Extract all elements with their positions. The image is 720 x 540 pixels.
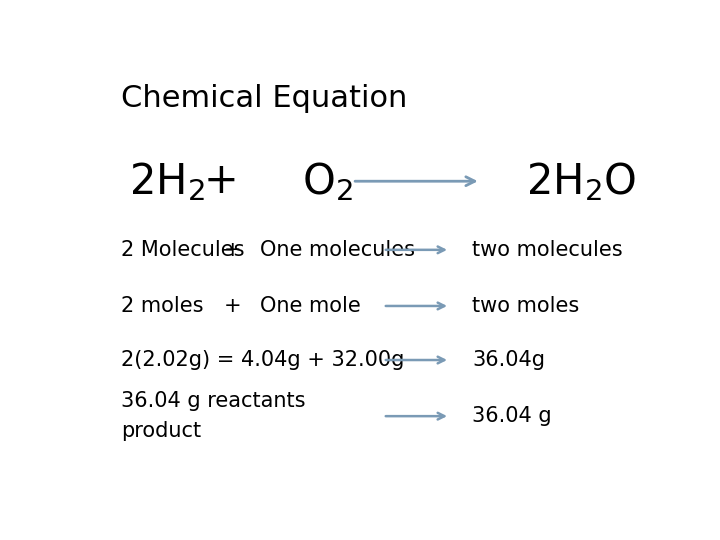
Text: 2 Molecules: 2 Molecules [121, 240, 244, 260]
Text: 2(2.02g) = 4.04g + 32.00g: 2(2.02g) = 4.04g + 32.00g [121, 350, 404, 370]
Text: two molecules: two molecules [472, 240, 623, 260]
Text: 36.04g: 36.04g [472, 350, 545, 370]
Text: +: + [223, 240, 241, 260]
Text: $\mathregular{2H_2O}$: $\mathregular{2H_2O}$ [526, 160, 636, 202]
Text: 2 moles: 2 moles [121, 296, 203, 316]
Text: 36.04 g reactants
product: 36.04 g reactants product [121, 392, 305, 441]
Text: $\mathregular{2H_2}$: $\mathregular{2H_2}$ [129, 160, 205, 202]
Text: $\mathregular{O_2}$: $\mathregular{O_2}$ [302, 160, 353, 202]
Text: two moles: two moles [472, 296, 580, 316]
Text: One mole: One mole [260, 296, 361, 316]
Text: Chemical Equation: Chemical Equation [121, 84, 407, 112]
Text: +: + [223, 296, 241, 316]
Text: 36.04 g: 36.04 g [472, 406, 552, 426]
Text: One molecules: One molecules [260, 240, 415, 260]
Text: +: + [204, 160, 238, 202]
